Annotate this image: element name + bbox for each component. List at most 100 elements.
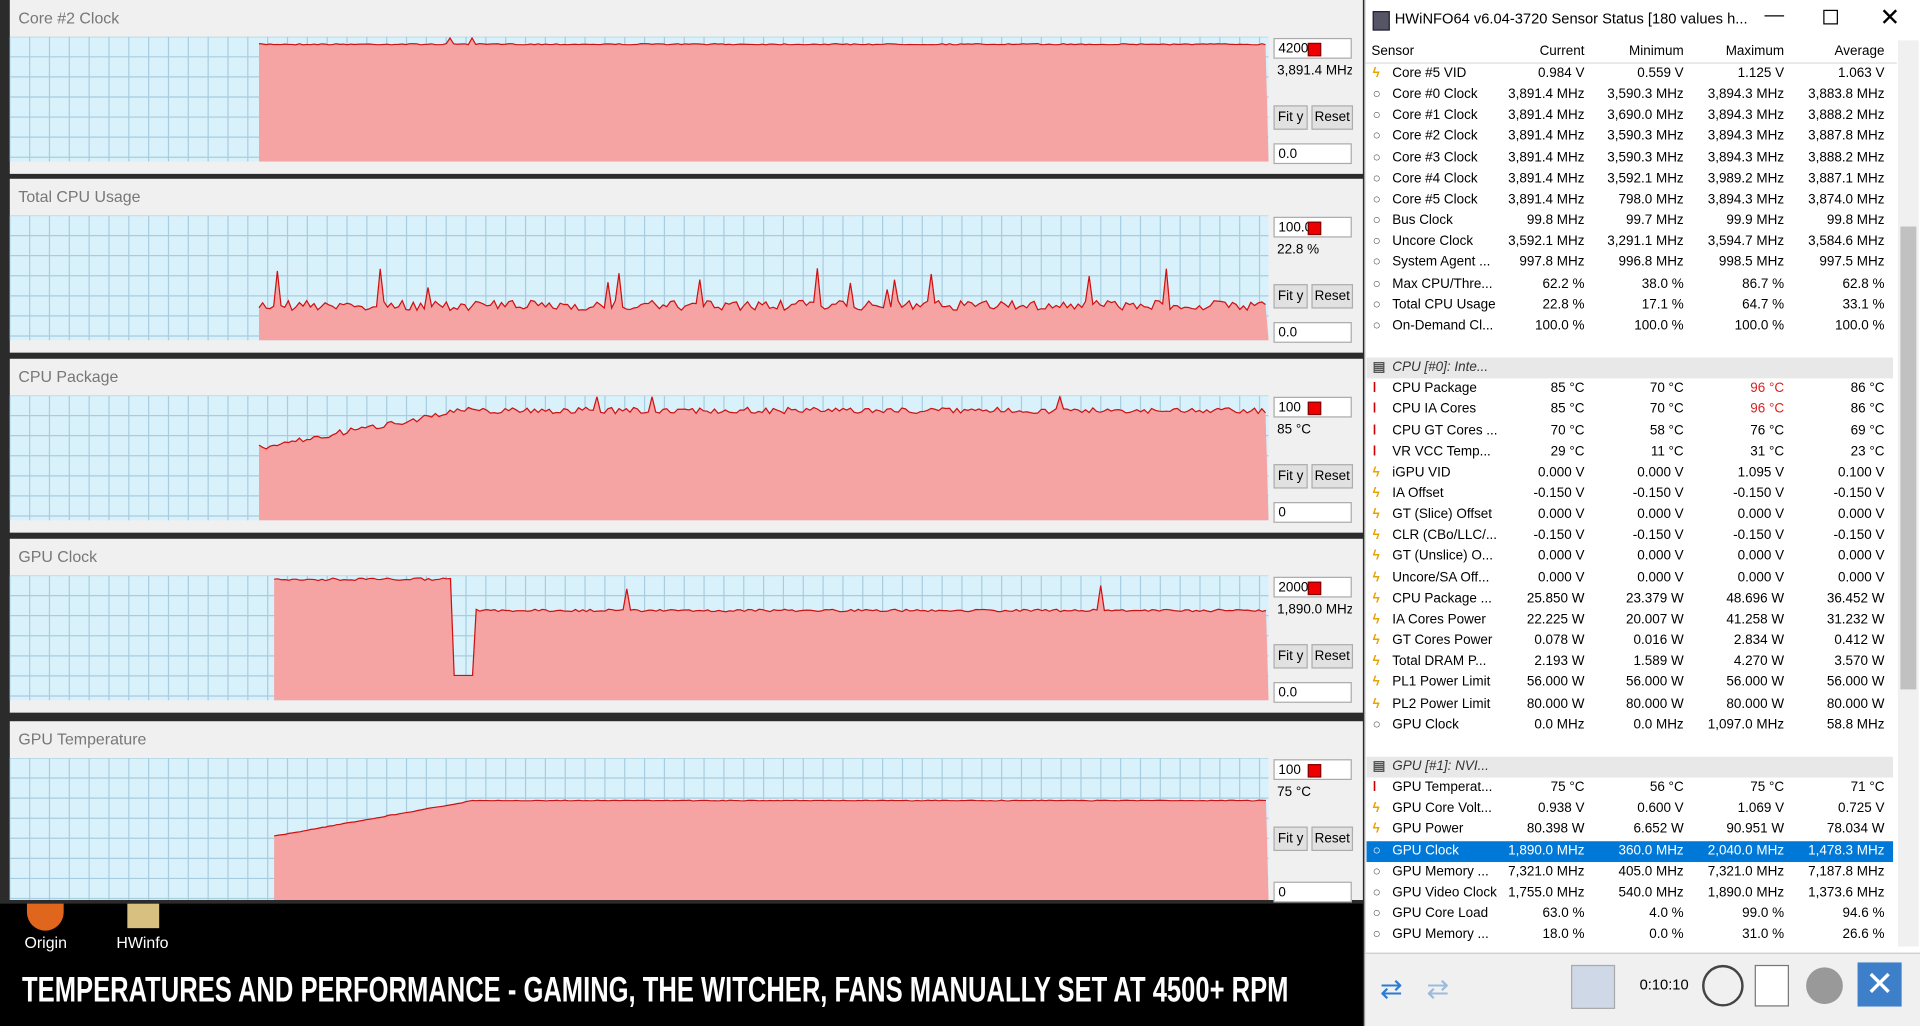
- reset-button[interactable]: Reset: [1311, 284, 1354, 309]
- sensor-icon: ○: [1372, 192, 1381, 207]
- min-box[interactable]: 0.0: [1273, 143, 1352, 165]
- sensor-row[interactable]: ○ GPU Clock 0.0 MHz 0.0 MHz 1,097.0 MHz 58.8 …: [1367, 715, 1894, 736]
- sensor-value: 70 °C: [1649, 381, 1684, 396]
- sensor-value: 31.232 W: [1826, 612, 1885, 627]
- sensor-row[interactable]: ○ Core #1 Clock 3,891.4 MHz 3,690.0 MHz 3,89…: [1367, 106, 1894, 127]
- sensor-icon: ○: [1372, 717, 1381, 732]
- sensor-row[interactable]: ϟ IA Offset -0.150 V -0.150 V -0.150 V -0.150…: [1367, 484, 1894, 505]
- color-swatch: [1307, 401, 1322, 416]
- sensor-row[interactable]: ϟ GT Cores Power 0.078 W 0.016 W 2.834 W 0.41…: [1367, 631, 1894, 652]
- sensor-row[interactable]: ϟ Total DRAM P... 2.193 W 1.589 W 4.270 W 3.5…: [1367, 652, 1894, 673]
- sensor-value: 3,891.4 MHz: [1508, 87, 1585, 102]
- min-box[interactable]: 0.0: [1273, 322, 1352, 343]
- maximize[interactable]: [1823, 9, 1838, 25]
- sensor-row[interactable]: ϟ CPU Package ... 25.850 W 23.379 W 48.696 W…: [1367, 589, 1894, 610]
- window-title: HWiNFO64 v6.04-3720 Sensor Status [180 v…: [1394, 9, 1748, 27]
- sensor-row[interactable]: ○ Core #5 Clock 3,891.4 MHz 798.0 MHz 3,894.…: [1367, 190, 1894, 211]
- sensor-name: GPU Memory ...: [1392, 927, 1489, 942]
- reset-button[interactable]: Reset: [1311, 826, 1354, 852]
- sensor-value: 3,894.3 MHz: [1707, 192, 1785, 207]
- group-row[interactable]: ▤ CPU [#0]: Inte...: [1366, 357, 1894, 379]
- min-box[interactable]: 0: [1273, 502, 1352, 523]
- close[interactable]: ✕: [1879, 4, 1901, 32]
- column-header: Maximum: [1725, 44, 1785, 59]
- scroll-thumb[interactable]: [1900, 226, 1917, 690]
- sensor-row[interactable]: [1367, 736, 1894, 757]
- sensor-row[interactable]: ○ Bus Clock 99.8 MHz 99.7 MHz 99.9 MHz 99.8 M…: [1367, 211, 1894, 232]
- nav-button[interactable]: ⇄: [1380, 973, 1403, 1005]
- sensor-row[interactable]: ǀ CPU GT Cores ... 70 °C 58 °C 76 °C 69 °C: [1367, 421, 1894, 442]
- sensor-row[interactable]: ○ Core #2 Clock 3,891.4 MHz 3,590.3 MHz 3,89…: [1367, 127, 1894, 148]
- hwinfo-icon[interactable]: [127, 903, 160, 929]
- fit-button[interactable]: Fit y: [1273, 105, 1308, 130]
- desktop-icon-label[interactable]: Origin: [24, 933, 67, 952]
- sensor-icon: ϟ: [1372, 570, 1380, 585]
- sensor-row[interactable]: ϟ GT (Unslice) O... 0.000 V 0.000 V 0.000 V 0…: [1367, 547, 1894, 568]
- min-box[interactable]: 0.0: [1273, 682, 1352, 703]
- sensor-row[interactable]: ○ Max CPU/Thre... 62.2 % 38.0 % 86.7 % 62.8 %: [1367, 274, 1894, 295]
- sensor-row[interactable]: ○ GPU Clock 1,890.0 MHz 360.0 MHz 2,040.0 MH…: [1366, 840, 1894, 862]
- fit-button[interactable]: Fit y: [1273, 644, 1308, 669]
- sensor-value: 85 °C: [1550, 381, 1585, 396]
- sensor-row[interactable]: ǀ VR VCC Temp... 29 °C 11 °C 31 °C 23 °C: [1367, 442, 1894, 463]
- sensor-row[interactable]: ǀ CPU IA Cores 85 °C 70 °C 96 °C 86 °C: [1367, 400, 1894, 421]
- sensor-name: GPU Core Volt...: [1392, 801, 1492, 816]
- close-button[interactable]: ✕: [1857, 962, 1902, 1007]
- sensor-row[interactable]: ○ GPU Video Clock 1,755.0 MHz 540.0 MHz 1,89…: [1367, 883, 1894, 904]
- nav-button[interactable]: ⇄: [1426, 973, 1450, 1005]
- desktop-icon-label[interactable]: HWinfo: [116, 933, 169, 952]
- sensor-row[interactable]: ϟ GT (Slice) Offset 0.000 V 0.000 V 0.000 V 0…: [1367, 505, 1894, 526]
- sensor-row[interactable]: ϟ PL1 Power Limit 56.000 W 56.000 W 56.000 W…: [1367, 673, 1894, 694]
- sensor-value: 78.034 W: [1826, 822, 1885, 837]
- sensor-row[interactable]: ○ System Agent ... 997.8 MHz 996.8 MHz 998.5…: [1367, 253, 1894, 274]
- sensor-row[interactable]: ○ GPU Memory ... 7,321.0 MHz 405.0 MHz 7,321…: [1367, 862, 1894, 883]
- minimize[interactable]: —: [1764, 4, 1785, 26]
- sensor-row[interactable]: ○ GPU Core Load 63.0 % 4.0 % 99.0 % 94.6 %: [1367, 904, 1894, 925]
- report-button[interactable]: [1754, 964, 1789, 1007]
- sensor-value: 3,590.3 MHz: [1607, 87, 1684, 102]
- sensor-row[interactable]: ϟ CLR (CBo/LLC/... -0.150 V -0.150 V -0.150 …: [1367, 526, 1894, 547]
- sensor-row[interactable]: ϟ GPU Core Volt... 0.938 V 0.600 V 1.069 V 0.…: [1367, 799, 1894, 820]
- sensor-row[interactable]: ϟ Uncore/SA Off... 0.000 V 0.000 V 0.000 V 0.…: [1367, 568, 1894, 589]
- sensor-row[interactable]: ϟ GPU Power 80.398 W 6.652 W 90.951 W 78.034 …: [1367, 820, 1894, 841]
- graph-plot: [9, 36, 1269, 162]
- fit-button[interactable]: Fit y: [1273, 284, 1308, 309]
- sensor-row[interactable]: ǀ CPU Package 85 °C 70 °C 96 °C 86 °C: [1367, 379, 1894, 400]
- sensor-name: GPU Core Load: [1392, 906, 1489, 921]
- sensor-row[interactable]: ϟ PL2 Power Limit 80.000 W 80.000 W 80.000 W…: [1367, 694, 1894, 715]
- sensor-row[interactable]: ○ Core #0 Clock 3,891.4 MHz 3,590.3 MHz 3,89…: [1367, 85, 1894, 106]
- sensor-value: 3,590.3 MHz: [1607, 150, 1684, 165]
- sensor-icon: ϟ: [1372, 675, 1380, 690]
- sensor-row[interactable]: ○ On-Demand Cl... 100.0 % 100.0 % 100.0 % 100…: [1367, 316, 1894, 337]
- reset-button[interactable]: Reset: [1311, 464, 1354, 489]
- network-button[interactable]: [1571, 964, 1616, 1009]
- sensor-row[interactable]: ○ Core #3 Clock 3,891.4 MHz 3,590.3 MHz 3,89…: [1367, 148, 1894, 169]
- sensor-value: 38.0 %: [1641, 276, 1684, 291]
- min-box[interactable]: 0: [1273, 881, 1352, 903]
- group-row[interactable]: ▤ GPU [#1]: NVI...: [1366, 756, 1894, 778]
- sensor-row[interactable]: ○ Uncore Clock 3,592.1 MHz 3,291.1 MHz 3,594…: [1367, 232, 1894, 253]
- sensor-name: CPU Package: [1392, 381, 1477, 396]
- sensor-name: CPU IA Cores: [1392, 402, 1477, 417]
- fit-button[interactable]: Fit y: [1273, 464, 1308, 489]
- sensor-value: 0.016 W: [1633, 633, 1684, 648]
- sensor-name: Max CPU/Thre...: [1392, 276, 1493, 291]
- sensor-row[interactable]: [1367, 337, 1894, 358]
- clock-button[interactable]: [1702, 964, 1744, 1007]
- sensor-value: 3,592.1 MHz: [1607, 171, 1684, 186]
- sensor-row[interactable]: ǀ GPU Temperat... 75 °C 56 °C 75 °C 71 °C: [1367, 778, 1894, 799]
- sensor-value: 0.600 V: [1637, 801, 1684, 816]
- sensor-row[interactable]: ϟ iGPU VID 0.000 V 0.000 V 1.095 V 0.100 V: [1367, 463, 1894, 484]
- sensor-row[interactable]: ϟ IA Cores Power 22.225 W 20.007 W 41.258 W 3…: [1367, 610, 1894, 631]
- reset-button[interactable]: Reset: [1311, 644, 1354, 669]
- sensor-value: 0.000 V: [1538, 507, 1585, 522]
- sensor-value: 1,890.0 MHz: [1707, 885, 1785, 900]
- sensor-row[interactable]: ○ Core #4 Clock 3,891.4 MHz 3,592.1 MHz 3,98…: [1367, 169, 1894, 190]
- settings-button[interactable]: [1806, 967, 1843, 1005]
- reset-button[interactable]: Reset: [1311, 105, 1354, 130]
- sensor-row[interactable]: ○ Total CPU Usage 22.8 % 17.1 % 64.7 % 33.1 %: [1367, 295, 1894, 316]
- sensor-row[interactable]: ϟ Core #5 VID 0.984 V 0.559 V 1.125 V 1.063 V: [1367, 64, 1894, 85]
- fit-button[interactable]: Fit y: [1273, 826, 1308, 852]
- sensor-row[interactable]: ○ GPU Memory ... 18.0 % 0.0 % 31.0 % 26.6 %: [1367, 925, 1894, 946]
- sensor-icon: ○: [1372, 318, 1381, 333]
